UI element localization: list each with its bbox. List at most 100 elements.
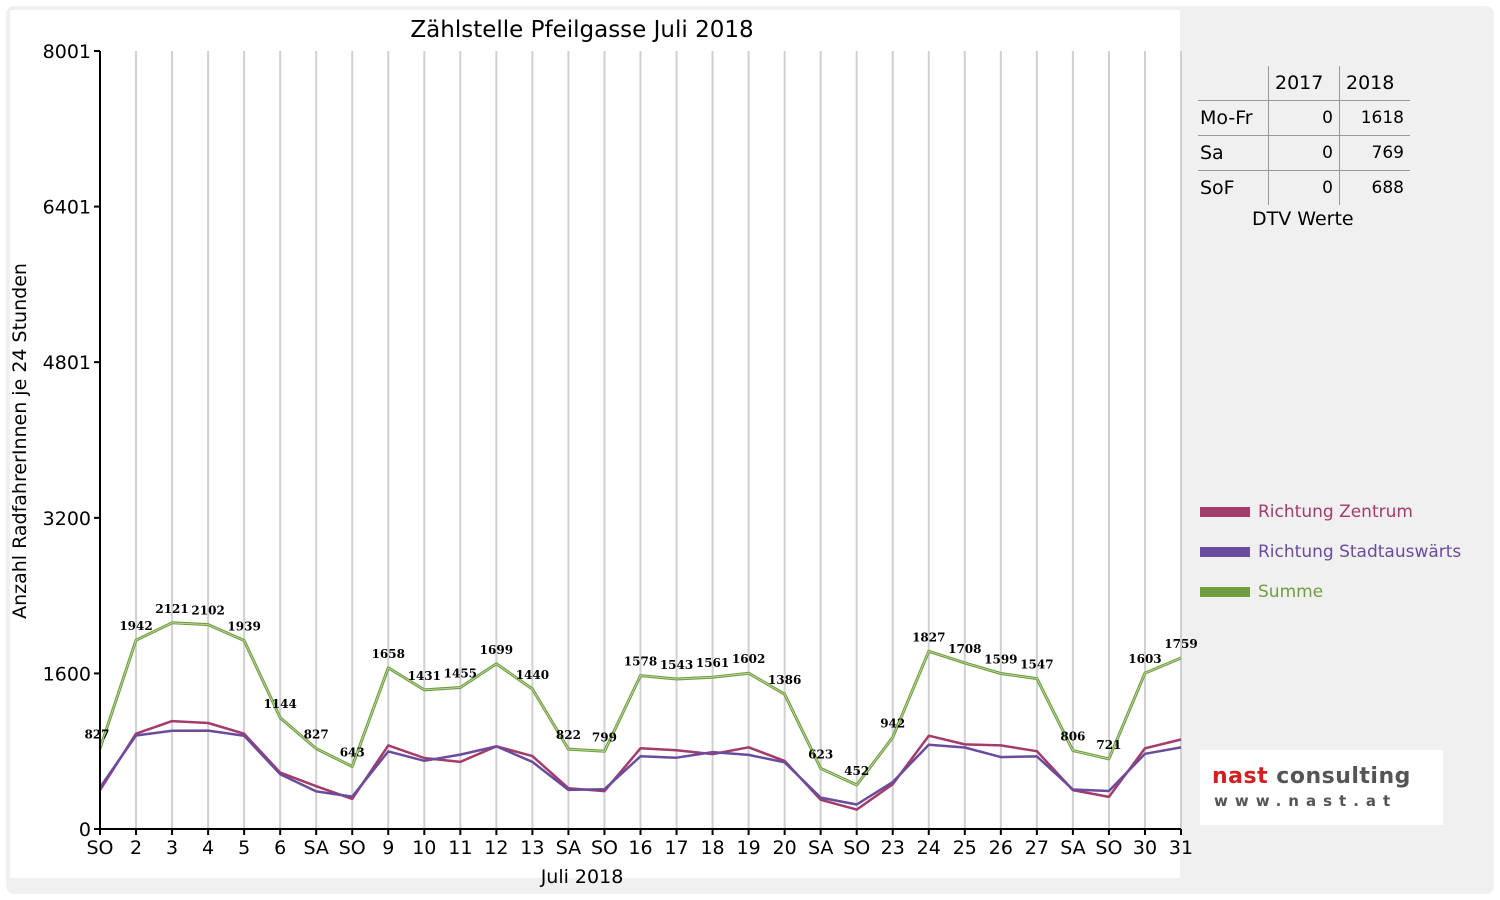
- chart-title: Zählstelle Pfeilgasse Juli 2018: [410, 17, 753, 43]
- data-label: 1440: [516, 668, 549, 682]
- data-label: 1561: [696, 656, 729, 670]
- logo-url: www.nast.at: [1214, 792, 1398, 810]
- x-tick-label: 23: [881, 837, 905, 859]
- data-label: 1602: [732, 652, 765, 666]
- grid-layer: [135, 51, 1182, 829]
- x-tick-label: SA: [1060, 837, 1085, 859]
- x-tick-label: 25: [953, 837, 977, 859]
- x-tick-label: 9: [382, 837, 394, 859]
- y-tick-label: 3200: [43, 508, 91, 530]
- dtv-header-empty: [1198, 66, 1269, 101]
- x-tick-label: 6: [274, 837, 286, 859]
- x-tick-label: 31: [1169, 837, 1193, 859]
- x-axis-title: Juli 2018: [540, 866, 624, 888]
- data-label: 1827: [912, 630, 945, 644]
- data-label: 2102: [191, 604, 224, 618]
- x-tick-label: 3: [166, 837, 178, 859]
- x-tick-label: 26: [989, 837, 1013, 859]
- dtv-cell: 0: [1268, 170, 1340, 205]
- logo-brand: nast consulting: [1212, 764, 1411, 789]
- y-tick-label: 8001: [43, 41, 91, 63]
- dtv-cell: 0: [1268, 135, 1340, 171]
- dtv-cell: 1618: [1339, 100, 1410, 136]
- x-tick-label: 11: [448, 837, 472, 859]
- data-label: 643: [340, 745, 365, 759]
- dtv-row-label: Sa: [1198, 135, 1269, 171]
- x-tick-label: 19: [737, 837, 761, 859]
- dtv-cell: 0: [1268, 100, 1340, 136]
- y-tick-label: 1600: [43, 663, 91, 685]
- legend-label: Summe: [1258, 582, 1324, 602]
- data-label: 1547: [1020, 658, 1053, 672]
- series-line-1: [98, 729, 1182, 806]
- legend-swatch: [1200, 507, 1250, 517]
- legend-item-stadtauswaerts: Richtung Stadtauswärts: [1200, 532, 1461, 572]
- x-tick-label: SA: [303, 837, 328, 859]
- data-label: 721: [1096, 738, 1121, 752]
- dtv-header-2017: 2017: [1268, 66, 1340, 101]
- legend-swatch: [1200, 547, 1250, 557]
- data-label: 1699: [480, 643, 513, 657]
- legend-label: Richtung Zentrum: [1258, 502, 1413, 522]
- x-tick-label: SA: [556, 837, 581, 859]
- data-label: 1603: [1128, 652, 1161, 666]
- x-tick-label: SO: [86, 837, 113, 859]
- data-label: 1386: [768, 673, 801, 687]
- x-tick-label: SO: [1095, 837, 1122, 859]
- x-tick-label: 5: [238, 837, 250, 859]
- x-tick-label: 4: [202, 837, 214, 859]
- x-tick-label: SO: [591, 837, 618, 859]
- data-label: 1599: [984, 653, 1017, 667]
- x-tick-label: 20: [773, 837, 797, 859]
- dtv-row-label: Mo-Fr: [1198, 100, 1269, 136]
- data-label: 806: [1060, 730, 1085, 744]
- dtv-caption: DTV Werte: [1252, 208, 1354, 230]
- data-label: 1455: [444, 667, 477, 681]
- x-tick-label: 2: [130, 837, 142, 859]
- data-label: 1942: [119, 619, 152, 633]
- x-tick-label: 10: [412, 837, 436, 859]
- dtv-row-label: SoF: [1198, 170, 1269, 205]
- x-tick-label: SO: [843, 837, 870, 859]
- data-label: 942: [880, 716, 905, 730]
- x-tick-label: 18: [700, 837, 724, 859]
- data-label: 799: [592, 730, 617, 744]
- legend-item-summe: Summe: [1200, 572, 1461, 612]
- dtv-table: 2017 2018 Mo-Fr 0 1618 Sa 0 769 SoF 0 68…: [1198, 66, 1410, 205]
- y-tick-label: 4801: [43, 352, 91, 374]
- x-tick-label: 30: [1133, 837, 1157, 859]
- y-tick-label: 0: [79, 819, 91, 841]
- data-label: 1431: [408, 669, 441, 683]
- data-label: 1543: [660, 658, 693, 672]
- y-tick-label: 6401: [43, 197, 91, 219]
- data-label: 1708: [948, 642, 981, 656]
- x-tick-label: 13: [520, 837, 544, 859]
- company-logo: nast consulting www.nast.at: [1200, 750, 1443, 825]
- legend-item-zentrum: Richtung Zentrum: [1200, 492, 1461, 532]
- dtv-cell: 769: [1339, 135, 1410, 171]
- data-label: 1578: [624, 655, 657, 669]
- plot-panel: [10, 10, 1180, 878]
- legend-label: Richtung Stadtauswärts: [1258, 542, 1462, 562]
- data-label: 1144: [263, 697, 296, 711]
- data-label: 452: [844, 764, 869, 778]
- data-label: 822: [556, 728, 581, 742]
- series-layer: [98, 621, 1182, 811]
- legend-swatch: [1200, 587, 1250, 597]
- series-line-highlight: [99, 622, 1182, 786]
- data-label: 1759: [1164, 637, 1197, 651]
- y-axis-title: Anzahl RadfahrerInnen je 24 Stunden: [9, 263, 31, 619]
- data-label: 623: [808, 747, 833, 761]
- data-label: 1658: [372, 647, 405, 661]
- x-tick-label: 17: [664, 837, 688, 859]
- x-tick-label: SO: [339, 837, 366, 859]
- x-tick-label: 16: [628, 837, 652, 859]
- data-label: 827: [304, 728, 329, 742]
- dtv-cell: 688: [1339, 170, 1410, 205]
- data-label: 1939: [227, 619, 260, 633]
- data-label: 827: [84, 728, 109, 742]
- chart-legend: Richtung Zentrum Richtung Stadtauswärts …: [1200, 492, 1461, 612]
